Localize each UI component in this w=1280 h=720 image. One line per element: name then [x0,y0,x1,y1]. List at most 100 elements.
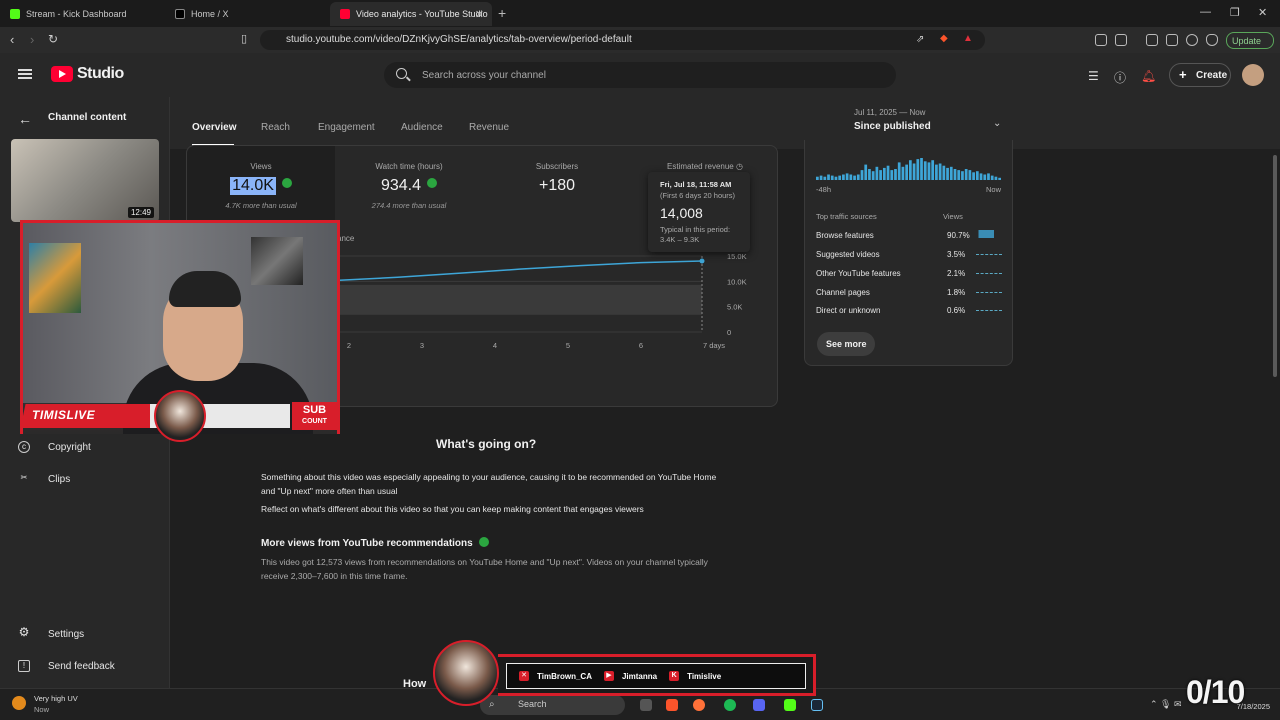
metric-views[interactable]: Views 14.0K 4.7K more than usual [187,146,335,220]
url-field[interactable]: studio.youtube.com/video/DZnKjvyGhSE/ana… [260,30,985,50]
period-range: Jul 11, 2025 — Now [854,108,926,117]
realtime-bar [909,160,912,180]
ai-icon[interactable] [1186,34,1198,46]
arrow-up-icon [281,178,292,188]
webcam-overlay [20,220,340,434]
menu-icon[interactable] [18,69,32,79]
realtime-bar [920,158,923,180]
kick-icon: K [669,671,680,681]
sparkline [976,230,1002,238]
tab-engagement[interactable]: Engagement [318,122,375,133]
wall-poster [29,243,81,313]
realtime-bar [901,166,905,180]
sparkline [976,310,1002,311]
sun-icon [12,696,26,710]
x-tick-label: 3 [420,341,424,350]
wallet2-icon[interactable] [1166,34,1178,46]
back-icon[interactable]: ‹ [10,32,15,47]
video-thumbnail[interactable]: 12:49 [11,139,159,222]
firefox-icon[interactable] [693,699,705,711]
tab-revenue[interactable]: Revenue [469,122,510,133]
realtime-bar [987,173,990,180]
avatar[interactable] [1242,64,1264,86]
weather-widget[interactable]: Very high UV Now [12,694,78,714]
wallet-icon[interactable] [1115,34,1127,46]
socials-bar: ✕ TimBrown_CA ▶ Jimtanna K Timislive [498,654,816,696]
discord-icon[interactable] [753,699,765,711]
sidebar-item-clips[interactable]: ✂ Clips [18,473,71,485]
realtime-bar [868,169,871,180]
minimize-icon[interactable]: — [1200,6,1211,18]
metric-value: +180 [538,177,576,194]
feedback-icon: ! [18,660,30,672]
traffic-col: Views [943,212,963,221]
update-button[interactable]: Update [1226,32,1274,49]
help-icon[interactable]: ⓘ [1114,71,1127,85]
task-view-icon[interactable] [640,699,652,711]
brave-shield-icon[interactable]: ◆ [940,33,948,44]
realtime-bar [879,170,882,180]
tab-audience[interactable]: Audience [401,122,443,133]
vpn-icon[interactable] [1206,34,1218,46]
tab-reach[interactable]: Reach [261,122,290,133]
forward-icon[interactable]: › [30,32,35,47]
share-icon[interactable]: ⇗ [916,34,925,45]
captions-icon[interactable]: ☰ [1088,69,1099,83]
extensions-icon[interactable] [1095,34,1107,46]
reload-icon[interactable]: ↻ [48,32,59,46]
sidebar-item-send-feedback[interactable]: ! Send feedback [18,660,115,672]
y-tick-label: 0 [727,328,731,337]
taskbar-search[interactable]: Search [480,695,625,715]
studio-logo[interactable]: Studio [51,65,124,83]
realtime-bar [938,163,942,180]
realtime-bar [953,169,957,180]
insight-paragraph: Something about this video was especiall… [261,472,717,496]
metric-subscribers[interactable]: Subscribers +180 [535,162,579,194]
steam-icon[interactable] [811,699,823,711]
new-tab-button[interactable]: + [498,5,507,21]
sidebar-icon[interactable] [1146,34,1158,46]
clock[interactable]: 7/18/2025 [1236,702,1270,711]
metric-value: 14.0K [230,177,276,195]
see-more-button[interactable]: See more [817,332,875,356]
period-selector[interactable]: Jul 11, 2025 — Now Since published ⌄ [854,108,1001,132]
realtime-bar [979,173,983,180]
scrollbar[interactable] [1273,155,1277,377]
close-tab-icon[interactable]: ✕ [474,8,484,21]
tab-x-home[interactable]: Home / X [165,2,330,26]
search-input[interactable]: Search across your channel [384,62,896,88]
metric-watch-time[interactable]: Watch time (hours) 934.4 274.4 more than… [371,162,447,210]
brave-icon[interactable] [666,699,678,711]
back-arrow-icon[interactable]: ← [18,111,32,127]
brave-rewards-icon[interactable]: ▲ [963,33,973,44]
close-window-icon[interactable]: ✕ [1258,7,1268,19]
realtime-bars [816,158,1001,180]
kick-app-icon[interactable] [784,699,796,711]
sidebar-item-settings[interactable]: ⚙ Settings [18,625,85,640]
arrow-up-icon [478,537,489,547]
spotify-icon[interactable] [724,699,736,711]
tab-youtube-studio[interactable]: Video analytics - YouTube Studio ✕ [330,2,492,26]
tab-overview[interactable]: Overview [192,122,237,133]
tab-kick-dashboard[interactable]: Stream - Kick Dashboard [0,2,165,26]
sidebar-item-copyright[interactable]: c Copyright [18,441,91,453]
restore-icon[interactable]: ❐ [1230,7,1240,19]
metric-value: 934.4 [380,177,422,194]
sub-goal-counter: 0/10 [1186,674,1245,710]
thumbnail-duration: 12:49 [127,207,154,218]
realtime-bar [957,170,961,180]
create-button[interactable]: Create [1169,63,1231,87]
x-icon [175,9,185,19]
traffic-row: Channel pages 1.8% [816,288,1006,297]
realtime-bar [849,174,853,180]
bookmark-icon[interactable]: ▯ [241,33,248,45]
metric-estimated-revenue[interactable]: Estimated revenue ◷ [667,162,743,171]
social-x: ✕ TimBrown_CA [519,671,592,681]
realtime-bar [961,171,964,180]
notifications-icon[interactable]: 🔔︎ [1141,69,1157,83]
realtime-bar [842,174,845,180]
system-tray[interactable]: ⌃ 🎙︎ ✉ [1150,699,1182,709]
sidebar-title[interactable]: Channel content [48,112,127,123]
brand-label: TIMISLIVE [32,408,96,422]
realtime-bar [886,165,890,180]
